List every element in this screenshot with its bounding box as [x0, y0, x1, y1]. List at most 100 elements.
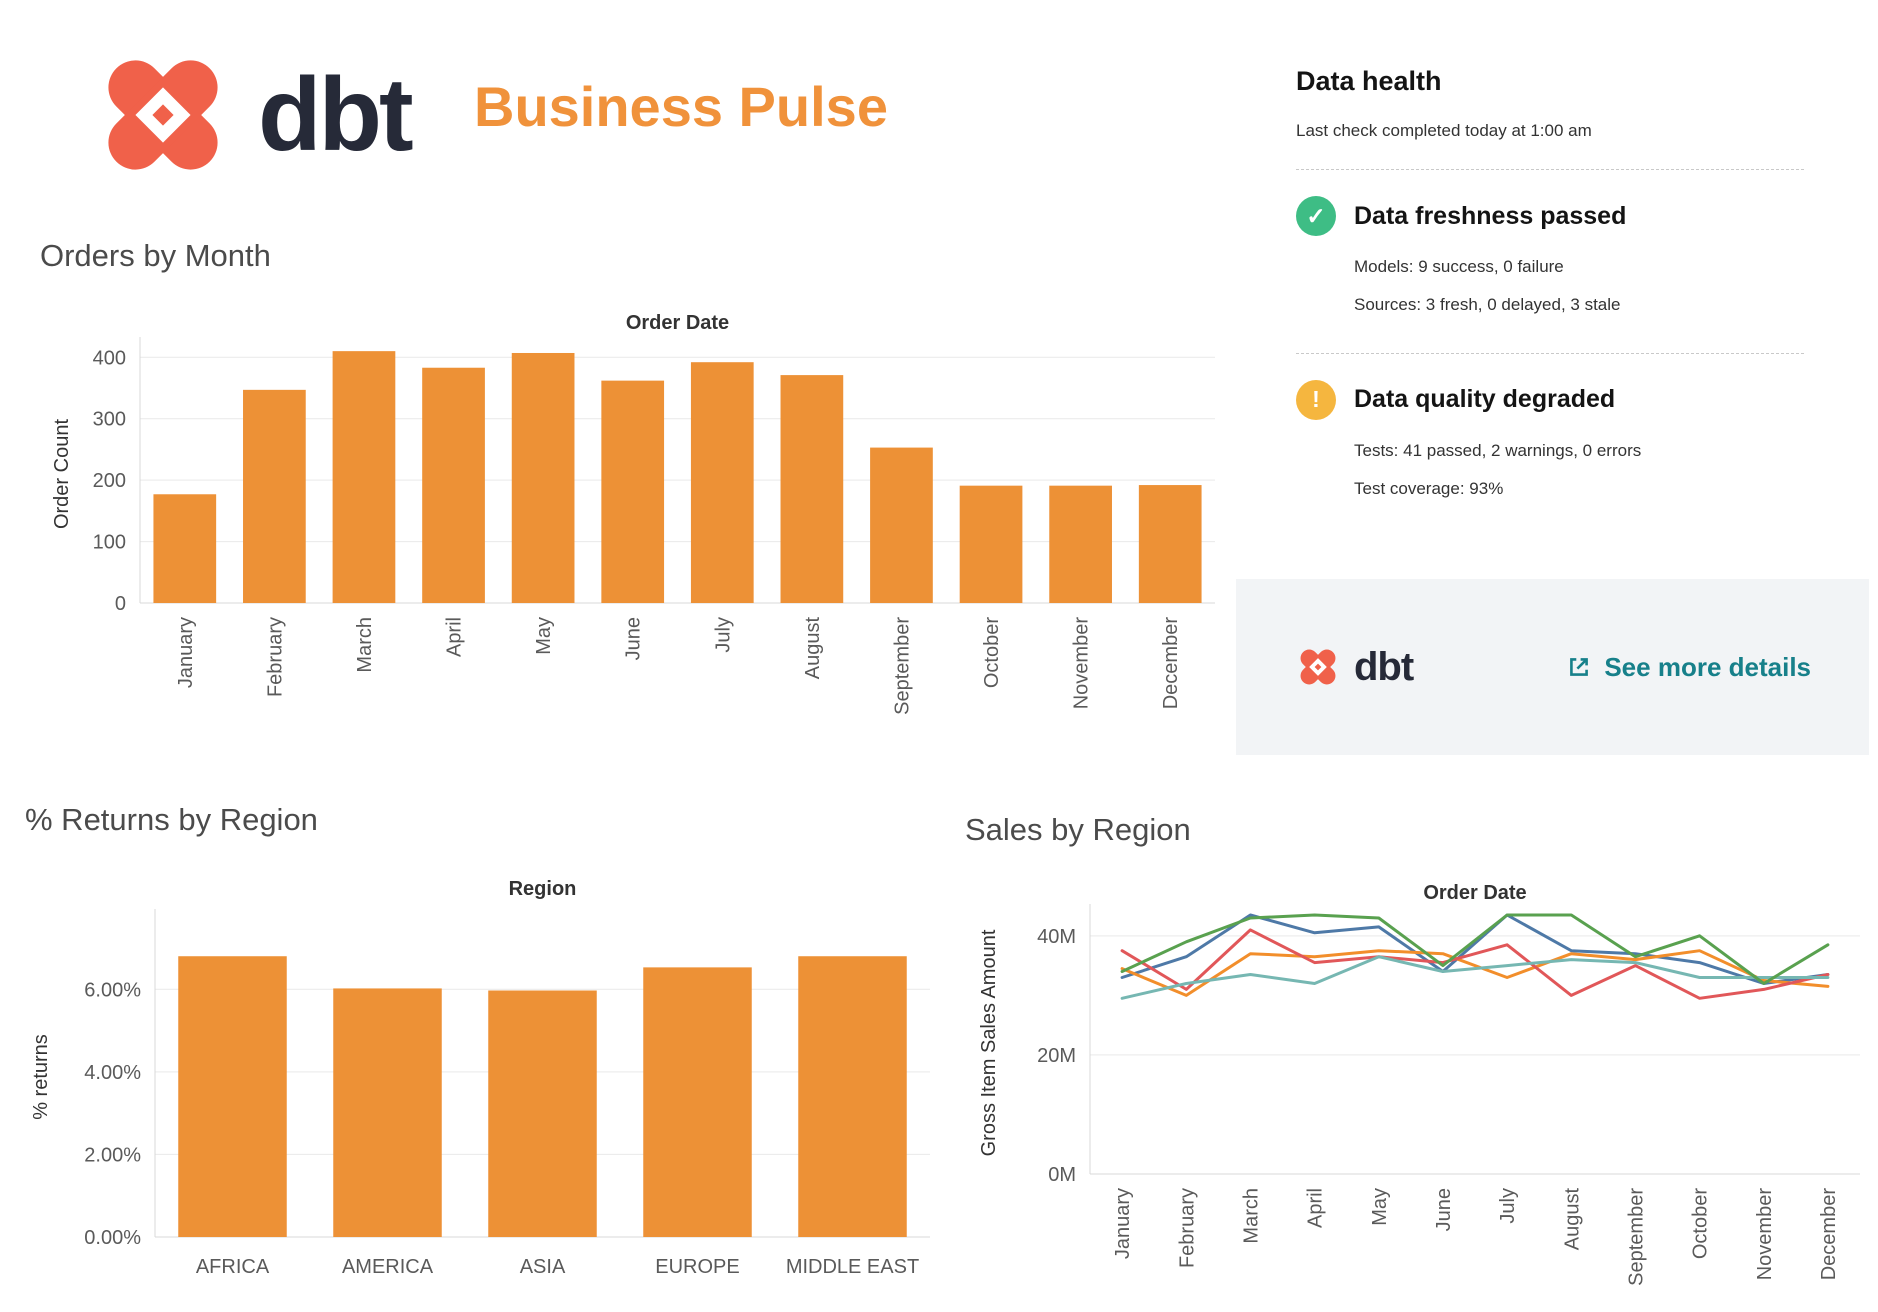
see-more-details-link[interactable]: See more details [1566, 652, 1811, 683]
x-tick-label: January [1112, 1188, 1134, 1259]
y-tick-label: 2.00% [84, 1144, 141, 1166]
x-tick-label: AMERICA [342, 1256, 434, 1278]
x-tick-label: April [444, 617, 466, 657]
quality-check-details: Tests: 41 passed, 2 warnings, 0 errors T… [1354, 432, 1869, 509]
x-tick-label: February [1176, 1188, 1198, 1268]
y-tick-label: 0 [115, 593, 126, 615]
bar-august[interactable] [780, 375, 844, 603]
footer-brand-block: dbt [1294, 643, 1414, 691]
check-icon: ✓ [1296, 196, 1336, 236]
line-series-america[interactable] [1120, 949, 1830, 997]
line-series-middle-east[interactable] [1120, 913, 1830, 985]
x-tick-label: November [1754, 1188, 1776, 1281]
x-tick-label: March [1240, 1188, 1262, 1244]
x-tick-label: September [1625, 1188, 1647, 1286]
returns-axis-title: Region [508, 878, 577, 900]
y-tick-label: 40M [1037, 926, 1076, 948]
y-tick-label: 200 [93, 470, 126, 492]
bar-november[interactable] [1049, 485, 1112, 603]
y-tick-label: 100 [93, 532, 126, 554]
bar-may[interactable] [511, 352, 575, 603]
bar-december[interactable] [1138, 485, 1202, 603]
bar-january[interactable] [153, 494, 217, 603]
freshness-models-line: Models: 9 success, 0 failure [1354, 257, 1564, 276]
bar-september[interactable] [870, 447, 933, 603]
line-series-europe[interactable] [1120, 955, 1830, 1000]
line-series-asia[interactable] [1120, 928, 1830, 1000]
x-tick-label: May [533, 617, 555, 655]
x-tick-label: October [981, 617, 1003, 688]
sales-chart-heading: Sales by Region [965, 812, 1191, 847]
warning-icon: ! [1296, 379, 1336, 420]
orders-by-month-chart: Orders by Month Order Date 0 100 200 300 400… [40, 238, 1230, 793]
freshness-sources-line: Sources: 3 fresh, 0 delayed, 3 stale [1354, 295, 1621, 315]
returns-chart-heading: % Returns by Region [25, 802, 318, 837]
bar-march[interactable] [332, 351, 396, 603]
dbt-logo-icon [97, 49, 229, 181]
external-link-icon [1570, 658, 1589, 676]
page-title: Business Pulse [474, 75, 888, 138]
x-tick-label: July [712, 617, 734, 653]
bar-july[interactable] [690, 362, 754, 603]
data-health-panel: Data health Last check completed today a… [1236, 66, 1869, 508]
x-tick-label: December [1160, 617, 1182, 710]
see-more-details-label: See more details [1604, 651, 1811, 682]
bar-america[interactable] [333, 988, 442, 1237]
bar-june[interactable] [601, 380, 665, 603]
y-tick-label: 4.00% [84, 1062, 141, 1084]
orders-chart-plot: 0 100 200 300 400 Order Count January February M… [51, 337, 1215, 715]
y-tick-label: 300 [93, 409, 126, 431]
bar-october[interactable] [959, 485, 1023, 603]
x-tick-label: June [623, 617, 645, 660]
brand-block: dbt [88, 40, 414, 190]
freshness-check-details: Models: 9 success, 0 failure Sources: 3 … [1354, 248, 1869, 325]
x-tick-label: EUROPE [655, 1256, 739, 1278]
divider [1296, 169, 1804, 170]
x-tick-label: January [175, 617, 197, 688]
bar-april[interactable] [422, 367, 485, 603]
bar-february[interactable] [243, 389, 306, 603]
returns-by-region-chart: % Returns by Region Region 0.00% 2.00% 4.0… [25, 802, 955, 1312]
x-tick-label: February [264, 617, 286, 697]
bar-asia[interactable] [488, 990, 597, 1237]
quality-check-title: Data quality degraded [1354, 385, 1616, 413]
freshness-check-row: ✓ Data freshness passed [1296, 196, 1869, 236]
x-tick-label: July [1497, 1188, 1519, 1224]
bar-middle-east[interactable] [798, 956, 907, 1237]
returns-chart-plot: 0.00% 2.00% 4.00% 6.00% % returns AFRICA AMERI… [30, 909, 930, 1278]
dbt-wordmark: dbt [1354, 644, 1414, 689]
x-tick-label: June [1433, 1188, 1455, 1231]
data-health-footer: dbt See more details [1236, 579, 1869, 755]
y-tick-label: 6.00% [84, 979, 141, 1001]
freshness-check-title: Data freshness passed [1354, 201, 1627, 230]
x-tick-label: November [1071, 617, 1093, 710]
x-tick-label: ASIA [520, 1256, 566, 1278]
x-tick-label: May [1369, 1188, 1391, 1226]
orders-chart-heading: Orders by Month [40, 238, 271, 273]
y-tick-label: 20M [1037, 1045, 1076, 1067]
bar-europe[interactable] [643, 967, 752, 1237]
data-health-subtitle: Last check completed today at 1:00 am [1296, 121, 1592, 140]
dbt-logo-icon [1296, 645, 1340, 689]
x-tick-label: April [1305, 1188, 1327, 1228]
divider [1296, 352, 1804, 354]
sales-chart-plot: 0M 20M 40M Gross Item Sales Amount January Fe… [978, 904, 1860, 1286]
x-tick-label: August [802, 617, 824, 680]
y-axis-label: Gross Item Sales Amount [978, 929, 1000, 1156]
orders-axis-title: Order Date [625, 312, 730, 334]
y-tick-label: 400 [93, 347, 126, 369]
x-tick-label: MIDDLE EAST [786, 1256, 919, 1278]
x-tick-label: October [1690, 1188, 1712, 1259]
quality-coverage-line: Test coverage: 93% [1354, 478, 1504, 498]
sales-by-region-chart: Sales by Region Order Date 0M 20M 40M Gross… [965, 802, 1878, 1312]
x-tick-label: December [1818, 1188, 1840, 1281]
sales-axis-title: Order Date [1423, 882, 1527, 904]
x-tick-label: March [354, 617, 376, 673]
y-axis-label: % returns [30, 1034, 52, 1120]
x-tick-label: AFRICA [196, 1256, 270, 1278]
quality-tests-line: Tests: 41 passed, 2 warnings, 0 errors [1354, 440, 1642, 460]
quality-check-row: ! Data quality degraded [1296, 379, 1869, 420]
x-tick-label: September [891, 617, 913, 715]
bar-africa[interactable] [178, 956, 287, 1237]
y-tick-label: 0.00% [84, 1227, 141, 1249]
